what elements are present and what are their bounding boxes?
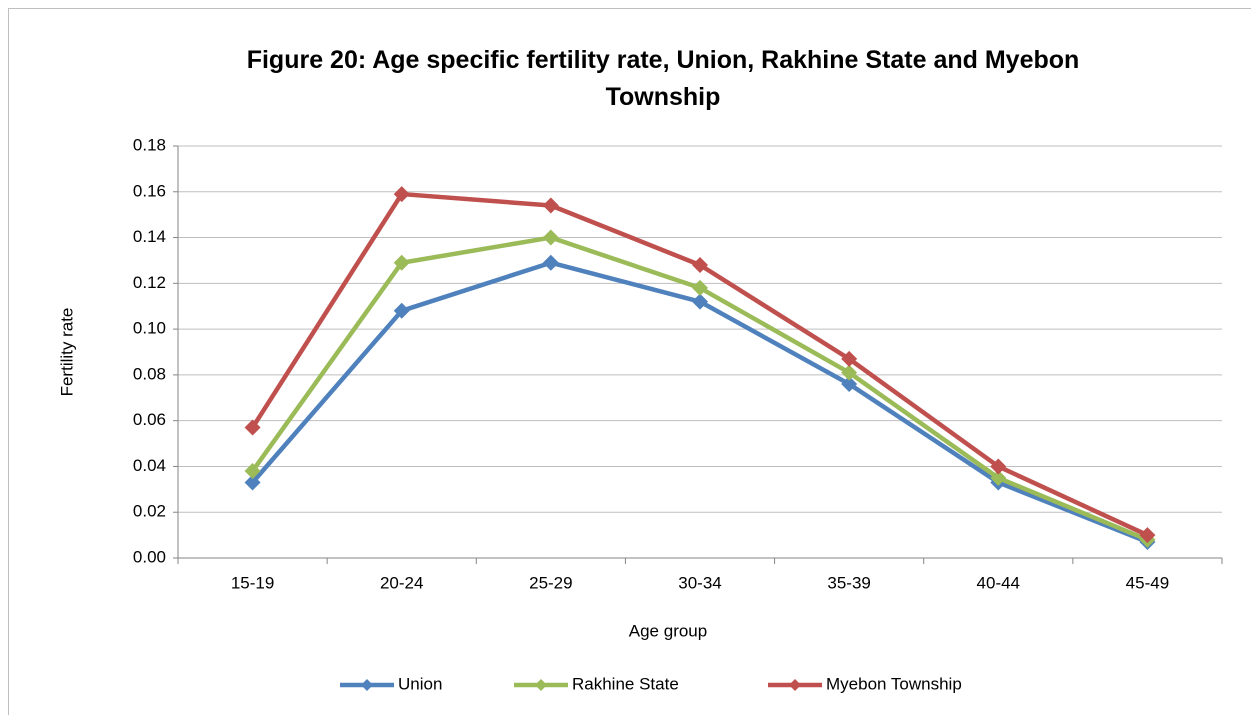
x-tick-label: 35-39 — [827, 573, 870, 592]
legend-label: Myebon Township — [826, 674, 962, 693]
legend-marker — [361, 679, 373, 691]
data-point — [692, 279, 708, 296]
data-point — [841, 350, 858, 367]
data-point — [542, 197, 559, 214]
data-point — [542, 229, 559, 246]
data-point — [393, 186, 410, 203]
data-point — [1139, 527, 1156, 544]
y-tick-label: 0.10 — [133, 319, 166, 338]
y-tick-label: 0.00 — [133, 547, 166, 566]
data-point — [692, 257, 708, 274]
data-point — [244, 474, 261, 491]
data-point — [990, 458, 1007, 475]
data-point — [244, 463, 261, 480]
y-tick-label: 0.14 — [133, 227, 166, 246]
x-axis-label: Age group — [629, 621, 707, 640]
data-point — [841, 376, 858, 393]
x-tick-label: 30-34 — [678, 573, 721, 592]
data-point — [393, 254, 410, 271]
x-tick-label: 45-49 — [1126, 573, 1169, 592]
x-tick-label: 20-24 — [380, 573, 423, 592]
y-tick-label: 0.12 — [133, 273, 166, 292]
y-tick-label: 0.02 — [133, 502, 166, 521]
chart-title: Figure 20: Age specific fertility rate, … — [246, 46, 1080, 111]
y-tick-label: 0.04 — [133, 456, 166, 475]
data-point — [542, 254, 559, 271]
legend-marker — [789, 679, 801, 691]
legend-label: Union — [398, 674, 442, 693]
y-tick-label: 0.06 — [133, 410, 166, 429]
chart-border — [8, 8, 1251, 715]
data-point — [244, 419, 261, 436]
y-tick-label: 0.18 — [133, 135, 166, 154]
y-tick-label: 0.16 — [133, 181, 166, 200]
x-tick-label: 25-29 — [529, 573, 572, 592]
data-point — [841, 364, 858, 381]
y-tick-label: 0.08 — [133, 364, 166, 383]
data-point — [692, 293, 708, 310]
legend-marker — [535, 679, 547, 691]
data-point — [990, 469, 1007, 486]
y-axis-label: Fertility rate — [57, 308, 76, 397]
x-tick-label: 40-44 — [977, 573, 1020, 592]
legend-label: Rakhine State — [572, 674, 679, 693]
data-point — [393, 302, 410, 319]
x-tick-label: 15-19 — [231, 573, 274, 592]
